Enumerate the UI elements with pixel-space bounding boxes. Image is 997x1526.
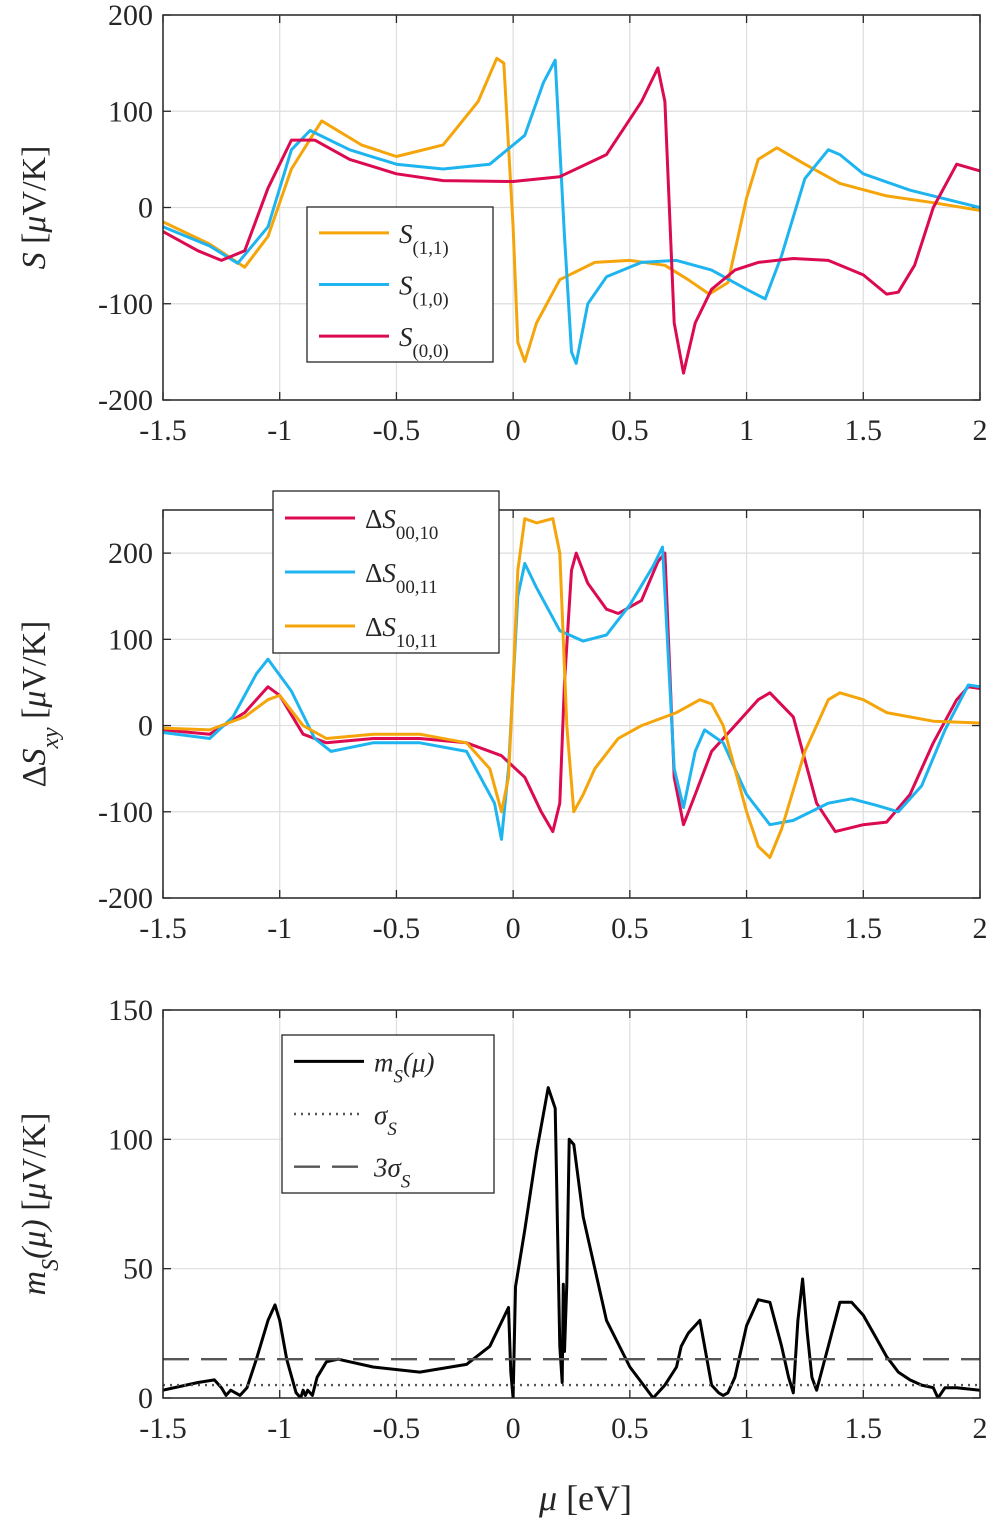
legend-entry-label: mS(μ): [374, 1047, 435, 1087]
x-tick-label: -1: [267, 912, 292, 945]
y-axis-label: ΔSxy [μV/K]: [16, 621, 64, 788]
x-tick-label: -0.5: [373, 414, 421, 447]
x-tick-label: 0: [506, 414, 521, 447]
chart-panel-2: -1.5 -1 -0.5 0 0.5 1 1.5 2 200 100 0 -100 -200 ΔS00,1…: [16, 490, 988, 945]
y-tick-label: 200: [108, 0, 153, 32]
x-tick-label: 0: [506, 1412, 521, 1445]
series-line-1: [163, 1086, 980, 1398]
x-tick-label: 0: [506, 912, 521, 945]
legend-entry-label: ΔS10,11: [365, 612, 438, 652]
x-tick-label: 2: [973, 414, 988, 447]
x-tick-label: 0.5: [611, 414, 649, 447]
y-tick-label: 50: [123, 1253, 153, 1286]
y-axis-label: S [μV/K]: [16, 146, 53, 270]
x-tick-label: -1.5: [139, 912, 187, 945]
x-axis-label: μ [eV]: [538, 1478, 632, 1518]
x-tick-label: -1: [267, 1412, 292, 1445]
x-tick-label: -1.5: [139, 414, 187, 447]
x-tick-label: 1.5: [845, 912, 883, 945]
x-tick-label: -1.5: [139, 1412, 187, 1445]
legend: ΔS00,10 ΔS00,11 ΔS10,11: [272, 490, 500, 654]
series-line-1: [163, 56, 980, 363]
series-line-3: [163, 517, 980, 859]
x-tick-label: 0.5: [611, 1412, 649, 1445]
y-tick-label: 100: [108, 1123, 153, 1156]
x-tick-label: 0.5: [611, 912, 649, 945]
x-tick-label: 1: [739, 912, 754, 945]
y-tick-label: -100: [98, 288, 153, 321]
chart-panel-1: -1.5 -1 -0.5 0 0.5 1 1.5 2 200 100 0 -100 -200 S(1,1)…: [16, 0, 988, 447]
legend-entry-label: ΔS00,10: [365, 504, 438, 544]
legend-entry-label: S(0,0): [399, 322, 449, 362]
x-tick-label: -0.5: [373, 912, 421, 945]
y-tick-label: 0: [138, 192, 153, 225]
axes-frame: [162, 1009, 981, 1399]
x-tick-label: 2: [973, 1412, 988, 1445]
y-tick-label: 100: [108, 95, 153, 128]
x-tick-label: 2: [973, 912, 988, 945]
y-tick-label: 150: [108, 994, 153, 1027]
legend-entry-label: ΔS00,11: [365, 558, 438, 598]
legend: S(1,1) S(1,0) S(0,0): [306, 206, 494, 363]
y-tick-label: 0: [138, 710, 153, 743]
legend-entry-label: σS: [374, 1100, 397, 1140]
legend-entry-label: S(1,1): [399, 219, 449, 258]
x-tick-label: 1.5: [845, 1412, 883, 1445]
axes-frame: [162, 14, 981, 401]
axes-frame: [162, 509, 981, 899]
y-tick-label: 100: [108, 623, 153, 656]
series-line-2: [163, 545, 980, 841]
y-tick-label: -200: [98, 882, 153, 915]
y-tick-label: -100: [98, 796, 153, 829]
x-tick-label: -1: [267, 414, 292, 447]
y-tick-label: 200: [108, 537, 153, 570]
series-line-1: [163, 551, 980, 834]
y-tick-label: -200: [98, 384, 153, 417]
x-tick-label: -0.5: [373, 1412, 421, 1445]
legend-entry-label: S(1,0): [399, 271, 449, 311]
legend-entry-label: 3σS: [373, 1153, 411, 1193]
chart-panel-3: -1.5 -1 -0.5 0 0.5 1 1.5 2150100500mS(μ)σS3σSmS…: [16, 994, 988, 1518]
legend: mS(μ) σS 3σS: [281, 1034, 495, 1194]
y-tick-label: 0: [138, 1382, 153, 1415]
y-axis-label: mS(μ) [μV/K]: [16, 1113, 64, 1296]
x-tick-label: 1: [739, 1412, 754, 1445]
x-tick-label: 1.5: [845, 414, 883, 447]
series-line-3: [163, 66, 980, 375]
series-line-2: [163, 58, 980, 365]
x-tick-label: 1: [739, 414, 754, 447]
